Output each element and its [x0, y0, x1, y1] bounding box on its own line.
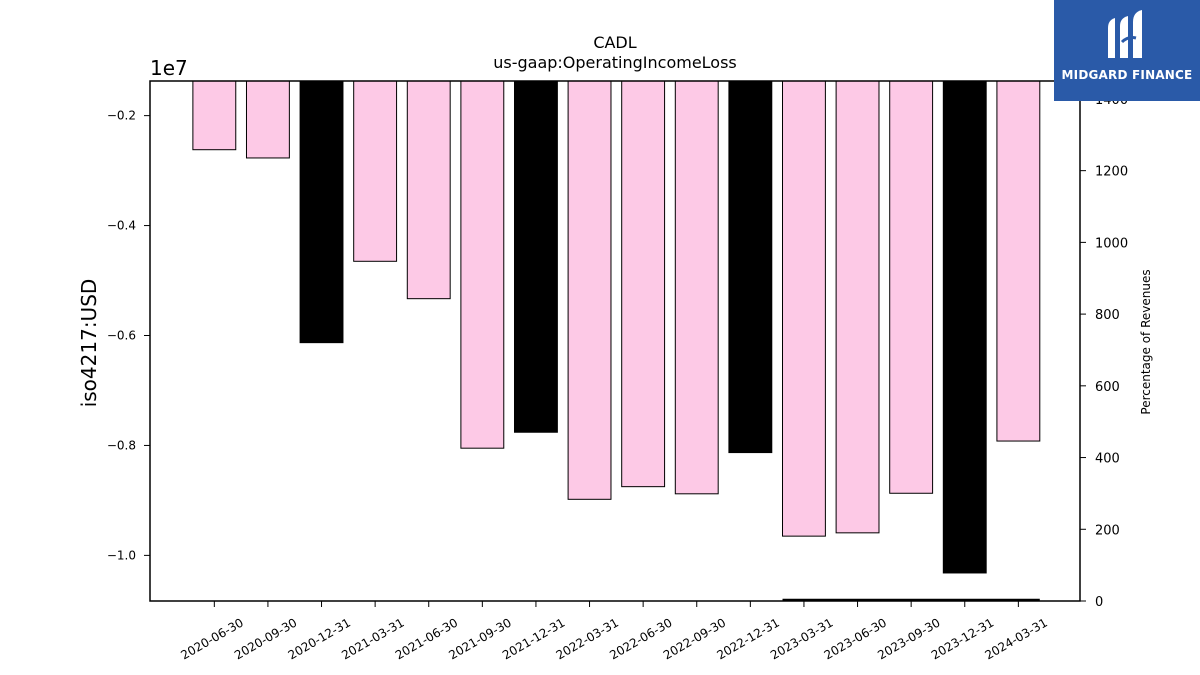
bar-2022-06-30	[621, 80, 666, 488]
y2-tick-label: 1000	[1095, 236, 1128, 251]
bar-2021-03-31	[353, 80, 398, 262]
plot-area-frame	[149, 80, 1081, 602]
y2-axis-label: Percentage of Revenues	[1139, 269, 1153, 414]
y-axis-label: iso4217:USD	[77, 279, 101, 408]
bar-2021-06-30	[406, 80, 451, 300]
y-tick-label: −0.6	[107, 329, 136, 343]
logo-mark-icon	[1108, 10, 1142, 58]
y2-axis-ticks: 0200400600800100012001400	[1080, 93, 1128, 610]
bar-2022-09-30	[674, 80, 719, 495]
bar-2023-12-31	[942, 80, 987, 574]
bars-group	[192, 80, 1041, 574]
bar-2021-12-31	[513, 80, 558, 433]
x-axis-ticks: 2020-06-302020-09-302020-12-312021-03-31…	[178, 601, 1050, 662]
y-multiplier-label: 1e7	[150, 56, 188, 80]
y2-tick-label: 400	[1095, 452, 1120, 467]
midgard-finance-logo: MIDGARD FINANCE	[1054, 0, 1200, 101]
y2-tick-label: 1200	[1095, 165, 1128, 180]
bar-2023-09-30	[889, 80, 934, 494]
y-tick-label: −0.4	[107, 219, 136, 233]
y-tick-label: −0.2	[107, 109, 136, 123]
chart-subtitle: us-gaap:OperatingIncomeLoss	[493, 53, 737, 72]
bar-2021-09-30	[460, 80, 505, 449]
bar-2023-03-31	[782, 80, 826, 537]
y2-tick-label: 200	[1095, 523, 1120, 538]
bar-2022-12-31	[728, 80, 773, 454]
bar-2020-09-30	[245, 80, 290, 159]
bar-2020-12-31	[299, 80, 344, 344]
y2-tick-label: 600	[1095, 380, 1120, 395]
bar-2020-06-30	[192, 80, 237, 151]
y-tick-label: −0.8	[107, 438, 136, 452]
logo-text: MIDGARD FINANCE	[1061, 68, 1193, 82]
y-tick-label: −1.0	[107, 548, 136, 562]
bar-2024-03-31	[996, 80, 1041, 442]
chart-title: CADL	[593, 33, 636, 52]
y-axis-ticks: −0.2 −0.4 −0.6 −0.8 −1.0	[107, 109, 150, 562]
y2-tick-label: 800	[1095, 308, 1120, 323]
bar-2023-06-30	[835, 80, 880, 534]
y2-tick-label: 0	[1095, 595, 1103, 610]
bar-2022-03-31	[567, 80, 612, 500]
